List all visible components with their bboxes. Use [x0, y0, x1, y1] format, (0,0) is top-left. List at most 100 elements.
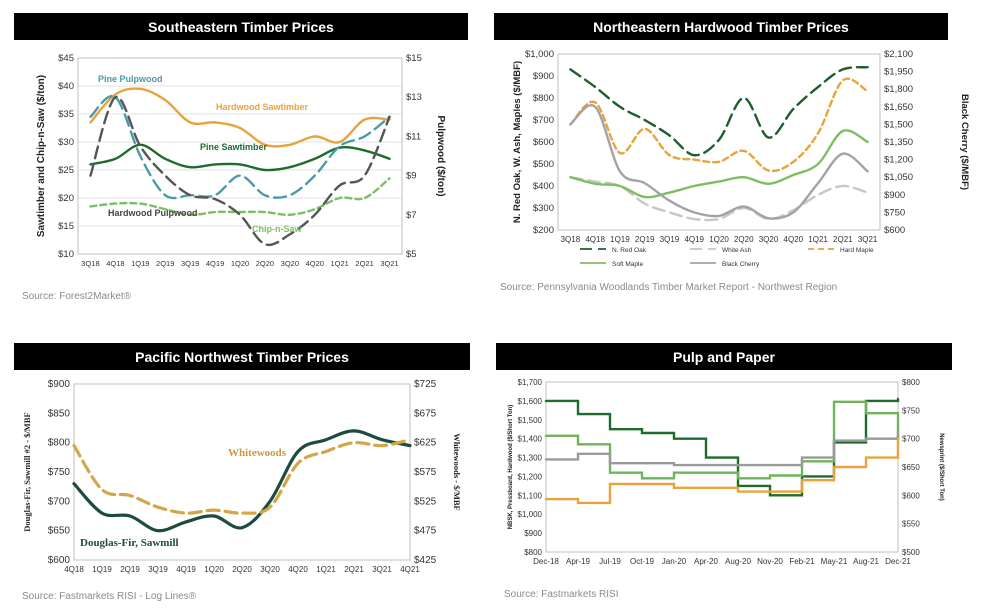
- chart-title: Pulp and Paper: [496, 343, 952, 370]
- x-tick-label: 2Q19: [156, 259, 174, 268]
- y2-tick-label: $650: [902, 463, 920, 472]
- y-tick-label: $10: [58, 249, 74, 260]
- y-tick-label: $900: [524, 529, 542, 538]
- plot-frame: [77, 57, 403, 255]
- y2-tick-label: $800: [902, 378, 920, 387]
- plot-pulp-and-paper: $800 $900 $1,000 $1,100 $1,200 $1,300 $1,400 $1…: [508, 378, 944, 566]
- x-tick-label: 1Q19: [610, 235, 630, 244]
- y-tick-label: $850: [48, 408, 71, 419]
- x-tick-label: 4Q19: [176, 565, 196, 574]
- x-tick-label: Nov-20: [757, 557, 783, 566]
- y-tick-label: $1,300: [518, 454, 543, 463]
- y2-tick-label: $900: [884, 190, 905, 201]
- chart-source: Source: Fastmarkets RISI - Log Lines®: [22, 591, 197, 602]
- y-tick-label: $800: [533, 93, 554, 104]
- y-tick-label: $650: [48, 526, 71, 537]
- x-tick-label: Aug-21: [853, 557, 879, 566]
- series-line: [544, 437, 900, 505]
- x-tick-label: 3Q19: [148, 565, 168, 574]
- y2-tick-label: $750: [884, 207, 905, 218]
- y-tick-label: $1,700: [518, 378, 543, 387]
- x-tick-label: Aug-20: [725, 557, 751, 566]
- y-tick-label: $25: [58, 165, 74, 176]
- chart-source: Source: Fastmarkets RISI: [504, 589, 619, 600]
- plot-frame: [73, 383, 411, 561]
- y2-axis-label: Pulpwood ($/ton): [435, 115, 446, 196]
- y-tick-label: $900: [533, 71, 554, 82]
- chart-pulp-and-paper: Pulp and Paper $800 $900 $1,000 $1,100 $1,20…: [490, 306, 1000, 613]
- y-tick-label: $1,100: [518, 491, 543, 500]
- x-tick-label: 3Q18: [81, 259, 99, 268]
- series-label: Hardwood Sawtimber: [216, 102, 309, 112]
- series-line: [544, 397, 900, 497]
- series-label: Douglas-Fir, Sawmill: [80, 537, 179, 549]
- y-tick-label: $1,200: [518, 472, 543, 481]
- x-tick-label: Dec-18: [533, 557, 559, 566]
- y2-tick-label: $11: [406, 131, 421, 142]
- x-tick-label: 2Q21: [344, 565, 364, 574]
- legend-label: White Ash: [722, 247, 752, 254]
- y2-tick-label: $9: [406, 171, 417, 182]
- plot-frame: [545, 381, 899, 553]
- x-tick-label: 1Q21: [316, 565, 336, 574]
- series-line: [89, 94, 391, 200]
- y-tick-label: $800: [524, 548, 542, 557]
- y2-tick-label: $2,100: [884, 49, 913, 60]
- x-tick-label: 3Q21: [372, 565, 392, 574]
- series-line: [89, 177, 391, 217]
- x-tick-label: 1Q19: [131, 259, 149, 268]
- x-tick-label: 4Q20: [288, 565, 308, 574]
- y-tick-label: $15: [58, 221, 74, 232]
- x-tick-label: Dec-21: [885, 557, 911, 566]
- x-tick-label: 2Q19: [635, 235, 655, 244]
- y2-tick-label: $725: [414, 379, 437, 390]
- legend-label: Soft Maple: [612, 261, 643, 268]
- x-tick-label: 4Q19: [684, 235, 704, 244]
- y2-axis-label: Newsprint ($/Short Ton): [938, 433, 944, 501]
- y2-tick-label: $1,950: [884, 67, 913, 78]
- x-tick-label: 3Q19: [660, 235, 680, 244]
- legend-label: Hard Maple: [840, 247, 874, 254]
- x-tick-label: 4Q18: [106, 259, 124, 268]
- y-tick-label: $30: [58, 137, 74, 148]
- x-tick-label: 3Q21: [380, 259, 398, 268]
- x-tick-label: 3Q18: [561, 235, 581, 244]
- x-tick-label: Apr-20: [694, 557, 719, 566]
- series-line: [569, 104, 869, 220]
- y-tick-label: $400: [533, 181, 554, 192]
- y-tick-label: $1,600: [518, 397, 543, 406]
- y-tick-label: $200: [533, 225, 554, 236]
- y-tick-label: $900: [48, 379, 71, 390]
- series-label: Hardwood Pulpwood: [108, 208, 198, 218]
- y-tick-label: $1,500: [518, 416, 543, 425]
- x-tick-label: Jan-20: [662, 557, 687, 566]
- x-tick-label: 3Q20: [281, 259, 299, 268]
- chart-title: Southeastern Timber Prices: [14, 13, 468, 40]
- x-tick-label: 2Q20: [232, 565, 252, 574]
- x-tick-label: 3Q20: [759, 235, 779, 244]
- y-tick-label: $750: [48, 467, 71, 478]
- series-label: Pine Pulpwood: [98, 74, 163, 84]
- y-axis-label: N. Red Oak, W. Ash, Maples ($/MBF): [512, 61, 523, 223]
- x-tick-label: 3Q19: [181, 259, 199, 268]
- chart-pacific-northwest: Pacific Northwest Timber Prices $600 $650…: [0, 306, 490, 613]
- y-tick-label: $700: [48, 496, 71, 507]
- y2-tick-label: $600: [902, 491, 920, 500]
- series-line: [569, 176, 869, 222]
- plot-northeastern: $200 $300 $400 $500 $600 $700 $800 $900 $1,000 $6…: [512, 49, 970, 268]
- y2-axis-label: Whitewoods - $/MBF: [452, 433, 462, 510]
- series-label: Chip-n-Saw: [252, 224, 302, 234]
- x-tick-label: 4Q21: [400, 565, 420, 574]
- x-tick-label: 2Q20: [256, 259, 274, 268]
- legend-label: Black Cherry: [722, 261, 760, 268]
- series-label: Whitewoods: [228, 447, 287, 459]
- y-tick-label: $500: [533, 159, 554, 170]
- x-tick-label: 1Q21: [808, 235, 828, 244]
- y-axis-label: Douglas-Fir, Sawmill #2 - $/MBF: [22, 412, 32, 531]
- y2-tick-label: $15: [406, 53, 422, 64]
- y2-tick-label: $550: [902, 520, 920, 529]
- y-tick-label: $600: [533, 137, 554, 148]
- y-tick-label: $1,400: [518, 435, 543, 444]
- y-tick-label: $1,000: [518, 510, 543, 519]
- chart-source: Source: Forest2Market®: [22, 291, 132, 302]
